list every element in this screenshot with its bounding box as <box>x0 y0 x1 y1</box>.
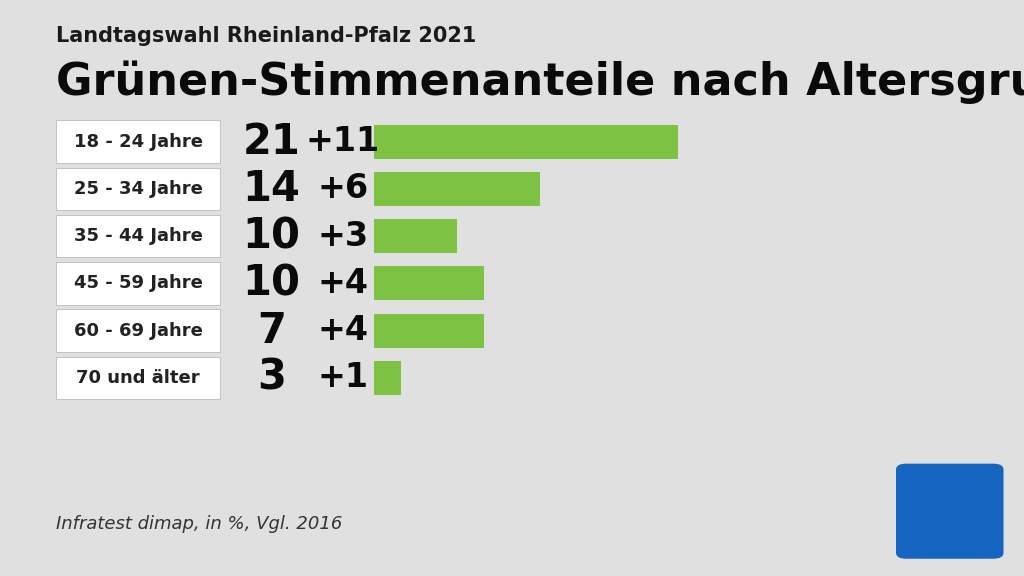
Text: 45 - 59 Jahre: 45 - 59 Jahre <box>74 274 203 293</box>
Text: 21: 21 <box>243 121 300 162</box>
Text: 35 - 44 Jahre: 35 - 44 Jahre <box>74 227 203 245</box>
Circle shape <box>934 496 966 526</box>
Text: 7: 7 <box>257 310 286 351</box>
Text: +6: +6 <box>317 172 369 206</box>
Text: 25 - 34 Jahre: 25 - 34 Jahre <box>74 180 203 198</box>
Text: Landtagswahl Rheinland-Pfalz 2021: Landtagswahl Rheinland-Pfalz 2021 <box>56 26 477 46</box>
Text: +4: +4 <box>317 314 369 347</box>
Text: 10: 10 <box>243 215 300 257</box>
Text: Grünen-Stimmenanteile nach Altersgruppen: Grünen-Stimmenanteile nach Altersgruppen <box>56 60 1024 104</box>
Text: 70 und älter: 70 und älter <box>77 369 200 387</box>
Text: 3: 3 <box>257 357 286 399</box>
Text: 14: 14 <box>243 168 300 210</box>
Text: 18 - 24 Jahre: 18 - 24 Jahre <box>74 132 203 151</box>
Text: +11: +11 <box>306 125 380 158</box>
Text: 60 - 69 Jahre: 60 - 69 Jahre <box>74 321 203 340</box>
Text: Infratest dimap, in %, Vgl. 2016: Infratest dimap, in %, Vgl. 2016 <box>56 515 343 533</box>
Text: 1: 1 <box>942 503 957 523</box>
Text: 10: 10 <box>243 263 300 304</box>
Text: +3: +3 <box>317 219 369 253</box>
Text: +1: +1 <box>317 361 369 395</box>
Text: +4: +4 <box>317 267 369 300</box>
Circle shape <box>919 482 981 541</box>
